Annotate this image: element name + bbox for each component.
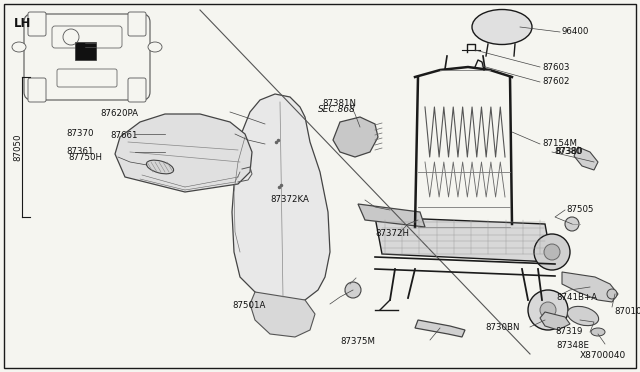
Polygon shape [333, 117, 378, 157]
Text: 87661: 87661 [110, 131, 138, 140]
Text: 87370: 87370 [66, 129, 93, 138]
Ellipse shape [568, 307, 598, 326]
FancyBboxPatch shape [28, 78, 46, 102]
Circle shape [534, 234, 570, 270]
Text: LH: LH [14, 17, 31, 30]
Text: 87361: 87361 [66, 148, 93, 157]
Text: 87348E: 87348E [556, 340, 589, 350]
Circle shape [607, 289, 617, 299]
Text: 87380: 87380 [555, 148, 582, 157]
Bar [75, 42, 96, 60]
Ellipse shape [147, 160, 173, 174]
Text: 87372KA: 87372KA [270, 196, 309, 205]
Polygon shape [250, 292, 315, 337]
Text: 87380: 87380 [554, 148, 582, 157]
Text: 87372H: 87372H [375, 230, 409, 238]
Text: 87501A: 87501A [232, 301, 266, 310]
FancyBboxPatch shape [52, 26, 122, 48]
Text: 87375M: 87375M [340, 337, 375, 346]
Text: 87010D: 87010D [614, 307, 640, 315]
Text: 87050: 87050 [13, 133, 22, 161]
Polygon shape [540, 312, 570, 330]
Text: 87505: 87505 [566, 205, 593, 215]
Text: 96400: 96400 [562, 28, 589, 36]
Text: 8730BN: 8730BN [485, 323, 520, 331]
Polygon shape [358, 204, 425, 227]
Text: 87381N: 87381N [322, 99, 356, 109]
Ellipse shape [591, 328, 605, 336]
Polygon shape [415, 320, 465, 337]
FancyBboxPatch shape [57, 69, 117, 87]
FancyBboxPatch shape [128, 78, 146, 102]
Text: 87319: 87319 [555, 327, 582, 337]
Polygon shape [375, 217, 552, 262]
Polygon shape [232, 94, 330, 304]
FancyBboxPatch shape [128, 12, 146, 36]
Circle shape [528, 290, 568, 330]
Circle shape [540, 302, 556, 318]
Text: 8741B+A: 8741B+A [556, 294, 597, 302]
Polygon shape [115, 114, 252, 192]
Text: 87603: 87603 [542, 62, 570, 71]
Text: SEC.868: SEC.868 [318, 106, 356, 115]
Text: 87620PA: 87620PA [100, 109, 138, 119]
Ellipse shape [472, 10, 532, 45]
Circle shape [544, 244, 560, 260]
Text: X8700040: X8700040 [580, 351, 626, 360]
FancyBboxPatch shape [24, 14, 150, 100]
Polygon shape [562, 272, 618, 302]
Ellipse shape [148, 42, 162, 52]
Text: 87154M: 87154M [542, 140, 577, 148]
Text: 87750H: 87750H [68, 154, 102, 163]
FancyBboxPatch shape [28, 12, 46, 36]
Text: 87602: 87602 [542, 77, 570, 87]
Circle shape [565, 217, 579, 231]
Polygon shape [574, 147, 598, 170]
Ellipse shape [12, 42, 26, 52]
Circle shape [345, 282, 361, 298]
